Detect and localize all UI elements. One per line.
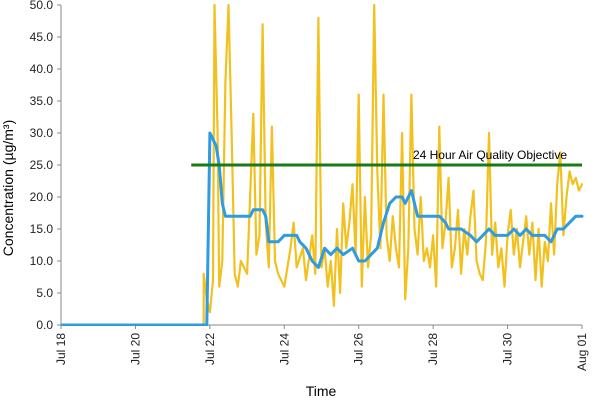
y-tick-label: 50.0 (30, 0, 54, 12)
x-tick-label: Jul 18 (54, 333, 68, 365)
y-tick-label: 10.0 (30, 254, 54, 268)
x-tick-label: Jul 30 (501, 333, 515, 365)
y-tick-label: 45.0 (30, 30, 54, 44)
y-tick-label: 30.0 (30, 126, 54, 140)
x-tick-label: Jul 22 (203, 333, 217, 365)
y-tick-label: 25.0 (30, 158, 54, 172)
series-group (61, 4, 584, 326)
y-tick-label: 20.0 (30, 190, 54, 204)
y-tick-label: 35.0 (30, 94, 54, 108)
y-tick-label: 40.0 (30, 62, 54, 76)
series-line-rolling (61, 131, 584, 326)
x-tick-label: Jul 24 (277, 333, 291, 365)
x-tick-label: Jul 28 (426, 333, 440, 365)
y-tick-label: 15.0 (30, 222, 54, 236)
x-tick-label: Jul 20 (128, 333, 142, 365)
y-tick-label: 5.0 (36, 286, 53, 300)
series-line-hourly (61, 4, 584, 326)
y-tick-label: 0.0 (36, 318, 53, 332)
x-tick-label: Aug 01 (575, 333, 589, 371)
x-tick-label: Jul 26 (352, 333, 366, 365)
